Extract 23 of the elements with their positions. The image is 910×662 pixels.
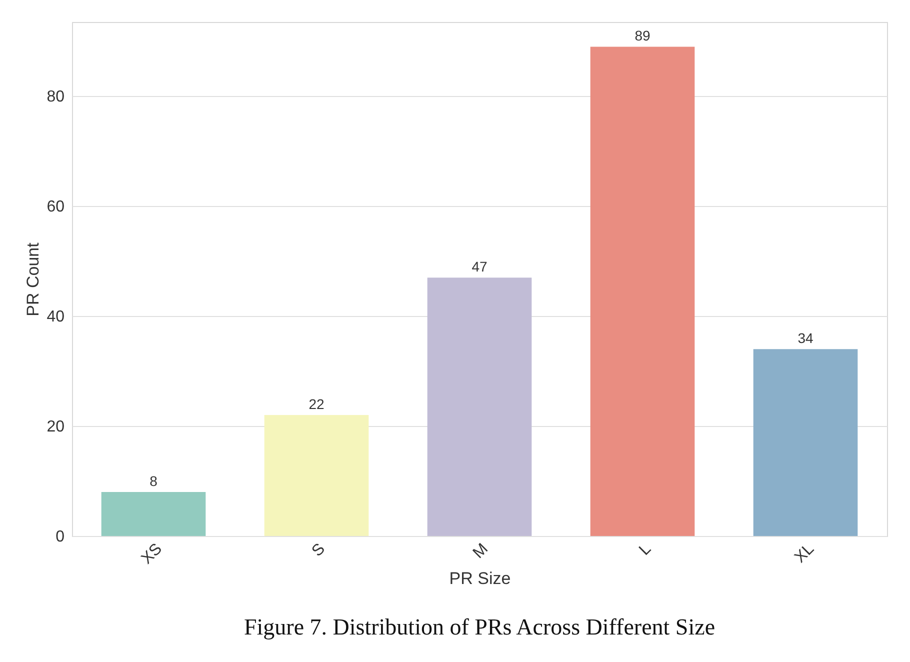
y-axis-title: PR Count (24, 242, 43, 316)
x-tick-label: M (470, 540, 492, 562)
bar (590, 46, 695, 536)
bar (427, 278, 532, 536)
x-tick-label: XS (138, 540, 166, 568)
data-label: 89 (634, 28, 650, 44)
data-label: 47 (472, 258, 488, 275)
x-tick-label: XL (792, 540, 818, 566)
y-tick-label: 20 (46, 418, 65, 436)
bar (753, 349, 858, 536)
text: Figure 7. Distribution of PRs Across Different Size (244, 614, 716, 640)
x-tick-label: S (308, 540, 329, 560)
x-axis-title: PR Size (449, 568, 511, 588)
bar (264, 415, 369, 536)
x-tick-label: L (636, 540, 655, 559)
y-tick-label: 40 (46, 308, 65, 326)
data-label: 8 (150, 473, 158, 490)
data-label: 34 (798, 330, 814, 346)
y-tick-label: 80 (46, 88, 65, 106)
data-label: 22 (308, 396, 324, 412)
bar (101, 492, 206, 536)
y-tick-label: 0 (56, 528, 65, 546)
y-tick-label: 60 (46, 198, 65, 216)
